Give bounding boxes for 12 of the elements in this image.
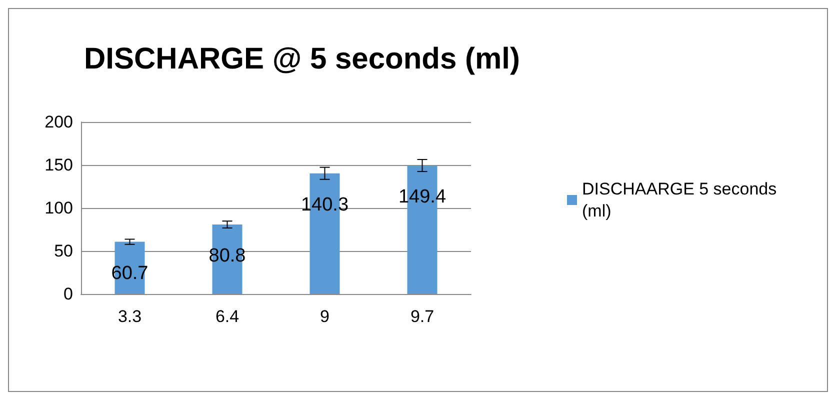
chart-title: DISCHARGE @ 5 seconds (ml) (84, 42, 520, 76)
x-tick-label: 9 (320, 307, 330, 326)
y-tick-label: 50 (54, 242, 73, 260)
x-tick-label: 6.4 (215, 307, 240, 326)
legend-label: DISCHAARGE 5 seconds (ml) (582, 180, 777, 220)
data-label: 140.3 (300, 194, 349, 216)
y-tick-label: 200 (44, 112, 73, 132)
y-tick-label: 150 (44, 156, 73, 174)
x-tick-label: 3.3 (118, 307, 142, 326)
x-tick-label: 9.7 (410, 307, 434, 326)
y-tick-label: 100 (44, 198, 73, 218)
y-tick-label: 0 (64, 284, 73, 304)
